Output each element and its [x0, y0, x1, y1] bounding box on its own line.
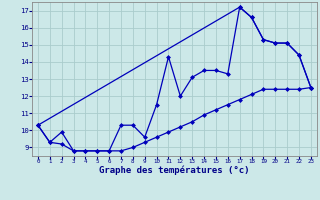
X-axis label: Graphe des températures (°c): Graphe des températures (°c)	[99, 166, 250, 175]
